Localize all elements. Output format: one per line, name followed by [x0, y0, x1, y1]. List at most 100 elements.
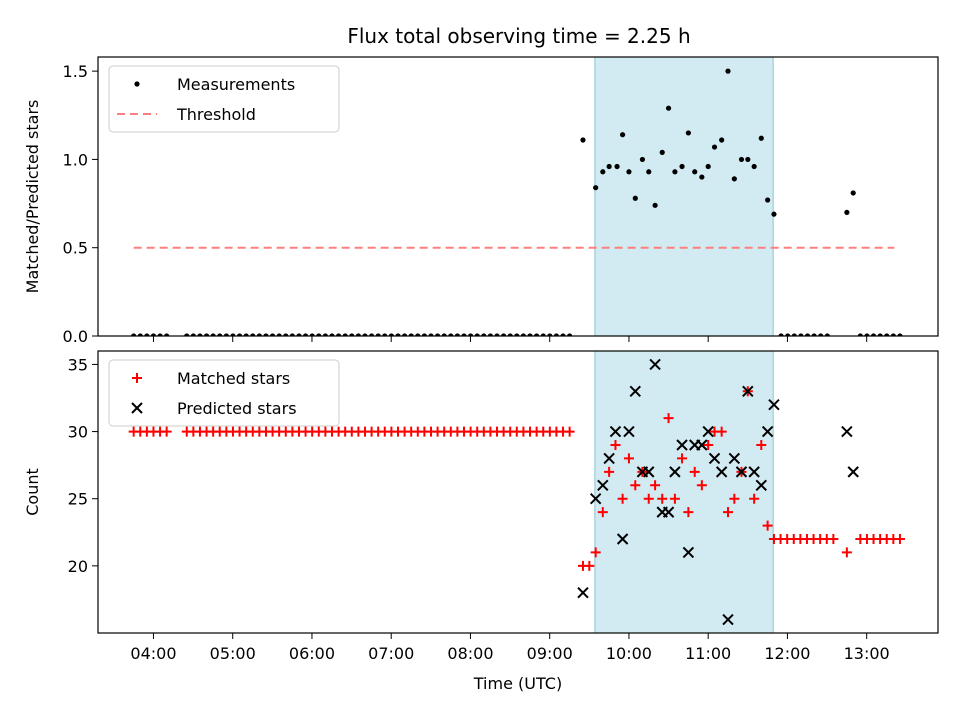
data-point — [711, 144, 718, 150]
data-point — [203, 333, 210, 336]
data-point — [564, 426, 575, 437]
data-point — [646, 169, 652, 175]
x-tick-label: 05:00 — [210, 644, 256, 663]
data-point — [316, 333, 322, 336]
legend-label: Threshold — [176, 105, 256, 124]
legend-box — [108, 65, 340, 133]
data-point — [395, 333, 401, 336]
data-point — [610, 440, 621, 450]
data-point — [755, 479, 767, 491]
data-point — [507, 333, 513, 336]
data-point — [501, 333, 507, 336]
data-point — [884, 333, 890, 336]
shaded-span — [594, 56, 774, 337]
x-tick-label: 08:00 — [447, 644, 493, 663]
data-point — [841, 547, 852, 558]
data-point — [520, 333, 527, 336]
data-point — [890, 333, 896, 336]
data-point — [289, 333, 295, 336]
data-point — [643, 493, 654, 504]
data-point — [756, 440, 767, 450]
x-tick-label: 12:00 — [764, 644, 810, 663]
legend: Matched stars Predicted stars — [108, 359, 340, 427]
data-point — [723, 507, 733, 518]
data-point — [735, 466, 748, 478]
x-tick-label: 06:00 — [289, 644, 335, 663]
data-point — [230, 333, 236, 336]
x-axis-label: Time (UTC) — [473, 674, 562, 693]
data-point — [663, 413, 674, 424]
legend-box — [108, 359, 340, 427]
data-point — [696, 480, 707, 491]
data-point — [161, 426, 172, 437]
data-point — [616, 533, 629, 545]
data-point — [894, 534, 905, 544]
data-point — [600, 169, 606, 175]
data-point — [597, 507, 608, 518]
data-point — [771, 211, 777, 217]
data-point — [335, 333, 342, 336]
data-point — [729, 493, 740, 504]
data-point — [683, 507, 694, 518]
data-point — [632, 195, 638, 201]
data-point — [408, 333, 414, 336]
data-point — [590, 547, 601, 558]
data-point — [696, 439, 708, 451]
data-point — [702, 425, 714, 438]
data-point — [150, 333, 157, 336]
data-point — [626, 169, 632, 175]
axes-frame — [97, 56, 939, 337]
x-tick-label: 09:00 — [527, 644, 573, 663]
y-tick-label: 30 — [68, 423, 88, 442]
data-point — [630, 480, 641, 491]
data-point — [738, 156, 745, 163]
data-point — [761, 425, 774, 438]
data-point — [620, 132, 626, 138]
data-point — [584, 560, 595, 571]
data-point — [716, 426, 727, 437]
data-point — [623, 453, 634, 464]
x-tick-label: 07:00 — [368, 644, 414, 663]
data-point — [708, 452, 721, 465]
data-point — [603, 452, 615, 465]
data-point — [811, 333, 817, 336]
data-point — [652, 202, 658, 208]
data-point — [682, 546, 695, 559]
data-point — [742, 385, 754, 397]
data-point — [758, 135, 764, 141]
data-point — [210, 333, 216, 336]
data-point — [589, 493, 602, 505]
y-tick-label: 1.0 — [63, 150, 88, 169]
data-point — [250, 333, 256, 336]
data-point — [650, 480, 661, 491]
series-layer — [128, 358, 905, 626]
data-point — [527, 333, 533, 336]
data-point — [236, 333, 243, 336]
bottom-panel: 20 25 30 35 04:00 05:00 06:00 07:00 08:00 09:00 10… — [23, 350, 939, 693]
data-point — [263, 333, 269, 336]
data-point — [629, 385, 641, 397]
data-point — [349, 333, 355, 336]
data-point — [461, 333, 467, 336]
data-point — [745, 156, 751, 163]
legend-plus-icon — [132, 373, 142, 383]
data-point — [877, 333, 883, 336]
data-point — [322, 333, 328, 336]
x-tick-label: 10:00 — [606, 644, 652, 663]
y-tick-label: 20 — [68, 557, 88, 576]
y-tick-label: 0.5 — [63, 239, 88, 258]
data-point — [703, 440, 714, 450]
data-point — [190, 333, 196, 336]
x-tick-label: 04:00 — [130, 644, 176, 663]
data-point — [534, 333, 540, 336]
data-point — [897, 333, 903, 336]
data-point — [617, 493, 628, 504]
data-point — [474, 333, 480, 336]
data-point — [243, 333, 249, 336]
y-tick-label: 25 — [68, 490, 88, 509]
data-point — [454, 333, 461, 336]
data-point — [785, 333, 791, 336]
data-point — [731, 176, 737, 182]
data-point — [715, 466, 728, 478]
data-point — [659, 149, 665, 155]
